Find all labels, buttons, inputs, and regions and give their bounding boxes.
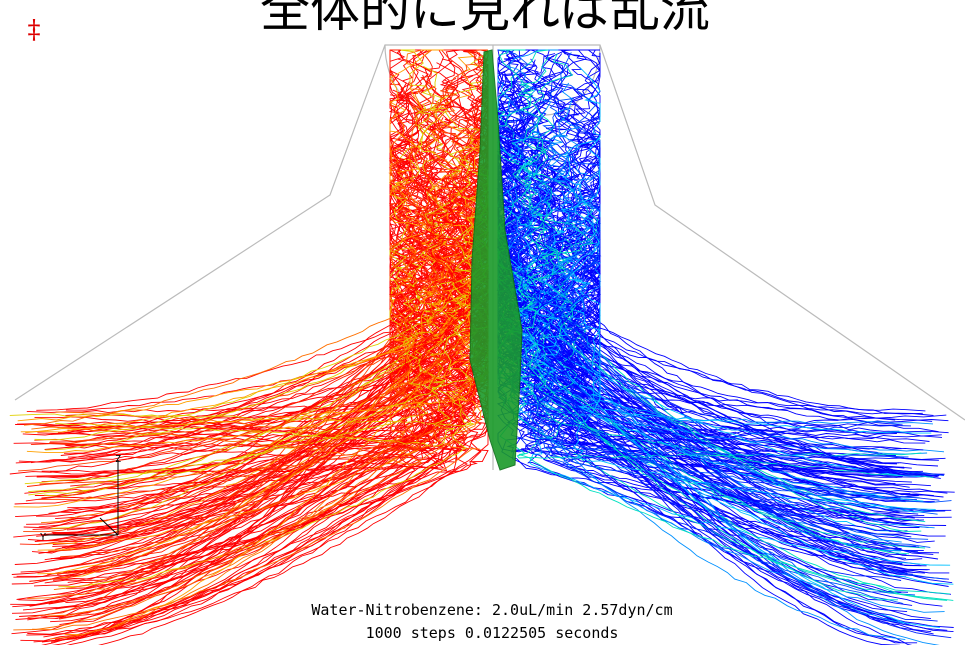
streamline [497,56,898,601]
streamline [523,107,945,453]
streamline [497,49,907,559]
streamline [503,163,939,433]
streamline [62,49,489,558]
streamline [496,67,946,580]
caption-line: 1000 steps 0.0122505 seconds [366,624,619,642]
streamline [45,49,489,451]
streamline [58,220,482,513]
streamline [509,131,937,513]
streamline [565,66,936,510]
slide-title: 全体的に見れば乱流 [260,0,710,38]
streamline [22,169,424,611]
streamline [34,146,476,441]
streamline [469,49,523,471]
streamline [9,136,463,475]
streamline [54,146,471,641]
streamline [497,205,940,476]
streamline [499,213,910,555]
axis-label: Y [40,532,46,543]
streamline [66,237,482,636]
streamline [550,82,940,645]
streamline [58,206,441,543]
streamline [503,189,954,585]
streamline [497,207,920,548]
streamline [20,93,463,573]
streamline [509,276,946,537]
streamline [60,119,442,558]
footnote-marker: ‡ [28,15,41,45]
streamline [26,49,489,487]
streamline [497,49,926,523]
streamline [67,49,445,458]
axis-line [99,517,119,536]
streamline [23,49,440,426]
streamline [530,139,939,560]
streamline [543,187,902,543]
streamline [546,217,952,639]
streamline [60,58,453,641]
streamline [540,52,940,554]
streamlines [9,49,955,645]
streamline [55,161,489,447]
streamline [26,222,452,454]
streamline [25,49,455,434]
streamline [44,49,489,604]
streamline [64,252,460,636]
streamline [536,52,904,604]
streamline [497,94,952,504]
streamline [37,180,489,501]
streamline [534,222,916,596]
streamline [497,176,920,499]
streamline [55,219,457,499]
caption-line: Water-Nitrobenzene: 2.0uL/min 2.57dyn/cm [311,601,672,619]
streamline [530,277,924,451]
streamline [18,49,489,472]
streamline [497,248,949,580]
streamline [497,138,934,478]
streamline [509,116,954,601]
streamline [53,103,429,591]
streamline [41,144,459,499]
axis-label: Z [115,454,121,465]
streamline [12,280,437,608]
streamline [497,49,922,532]
streamline [497,62,944,498]
streamline [497,237,924,502]
streamline [66,315,458,645]
streamline [17,187,489,422]
streamline [29,87,489,582]
streamline [30,187,460,451]
axis-triad [45,460,119,536]
streamline [497,113,919,522]
